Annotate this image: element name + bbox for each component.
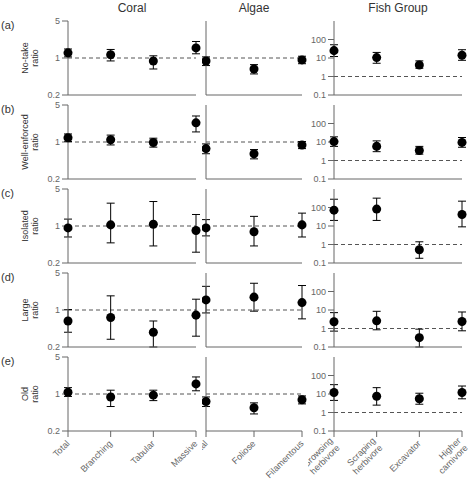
html-text:Coral: Coral (117, 1, 147, 15)
html-text:(e): (e) (1, 355, 15, 367)
svg-text:100: 100 (311, 287, 326, 297)
svg-text:Scrapingherbivore: Scrapingherbivore (344, 436, 385, 477)
svg-text:10: 10 (316, 389, 326, 399)
svg-text:Foliose: Foliose (230, 438, 258, 466)
svg-text:0.1: 0.1 (313, 342, 326, 352)
html-text:(b): (b) (1, 103, 15, 115)
html-text:(d): (d) (1, 271, 15, 283)
svg-text:1: 1 (55, 53, 60, 63)
svg-text:0.1: 0.1 (313, 90, 326, 100)
svg-text:1: 1 (321, 156, 326, 166)
svg-text:Total: Total (202, 438, 210, 459)
svg-text:1: 1 (55, 137, 60, 147)
svg-text:0.1: 0.1 (313, 258, 326, 268)
svg-text:0.2: 0.2 (47, 258, 60, 268)
svg-text:5: 5 (55, 268, 60, 278)
svg-text:Branching: Branching (78, 438, 114, 474)
svg-text:0.1: 0.1 (313, 174, 326, 184)
html-text:Well-enforced ratio: Well-enforced ratio (20, 114, 40, 170)
svg-text:1: 1 (321, 408, 326, 418)
svg-text:Excavator: Excavator (387, 438, 422, 473)
svg-text:5: 5 (55, 352, 60, 362)
html-text:Large ratio: Large ratio (20, 298, 40, 322)
svg-text:5: 5 (55, 184, 60, 194)
svg-text:Massive: Massive (169, 438, 199, 468)
html-text:(a): (a) (1, 19, 15, 31)
svg-text:Total: Total (51, 438, 72, 459)
svg-text:Filamentous: Filamentous (264, 438, 306, 480)
svg-text:0.1: 0.1 (313, 426, 326, 436)
svg-text:1: 1 (321, 324, 326, 334)
svg-text:1: 1 (321, 72, 326, 82)
svg-text:5: 5 (55, 100, 60, 110)
html-text:Isolated ratio: Isolated ratio (20, 210, 40, 242)
svg-text:100: 100 (311, 203, 326, 213)
svg-text:0.2: 0.2 (47, 342, 60, 352)
svg-text:10: 10 (316, 305, 326, 315)
html-text:Fish Group: Fish Group (368, 1, 428, 15)
svg-text:100: 100 (311, 35, 326, 45)
svg-text:100: 100 (311, 119, 326, 129)
svg-text:1: 1 (321, 240, 326, 250)
html-text:(c): (c) (1, 187, 14, 199)
svg-text:100: 100 (311, 371, 326, 381)
svg-text:Browsingherbivore: Browsingherbivore (308, 436, 342, 477)
svg-text:1: 1 (55, 221, 60, 231)
svg-text:10: 10 (316, 137, 326, 147)
svg-text:Tabular: Tabular (129, 438, 157, 466)
svg-text:1: 1 (55, 389, 60, 399)
svg-text:10: 10 (316, 53, 326, 63)
svg-text:0.2: 0.2 (47, 90, 60, 100)
svg-text:5: 5 (55, 16, 60, 26)
html-text:Algae: Algae (238, 1, 270, 15)
svg-text:0.2: 0.2 (47, 174, 60, 184)
svg-text:1: 1 (55, 305, 60, 315)
svg-text:0.2: 0.2 (47, 426, 60, 436)
html-text:Old ratio: Old ratio (20, 385, 40, 403)
svg-text:10: 10 (316, 221, 326, 231)
svg-text:Highercarnivore: Highercarnivore (429, 436, 466, 476)
html-text:No-take ratio: No-take ratio (20, 42, 40, 74)
